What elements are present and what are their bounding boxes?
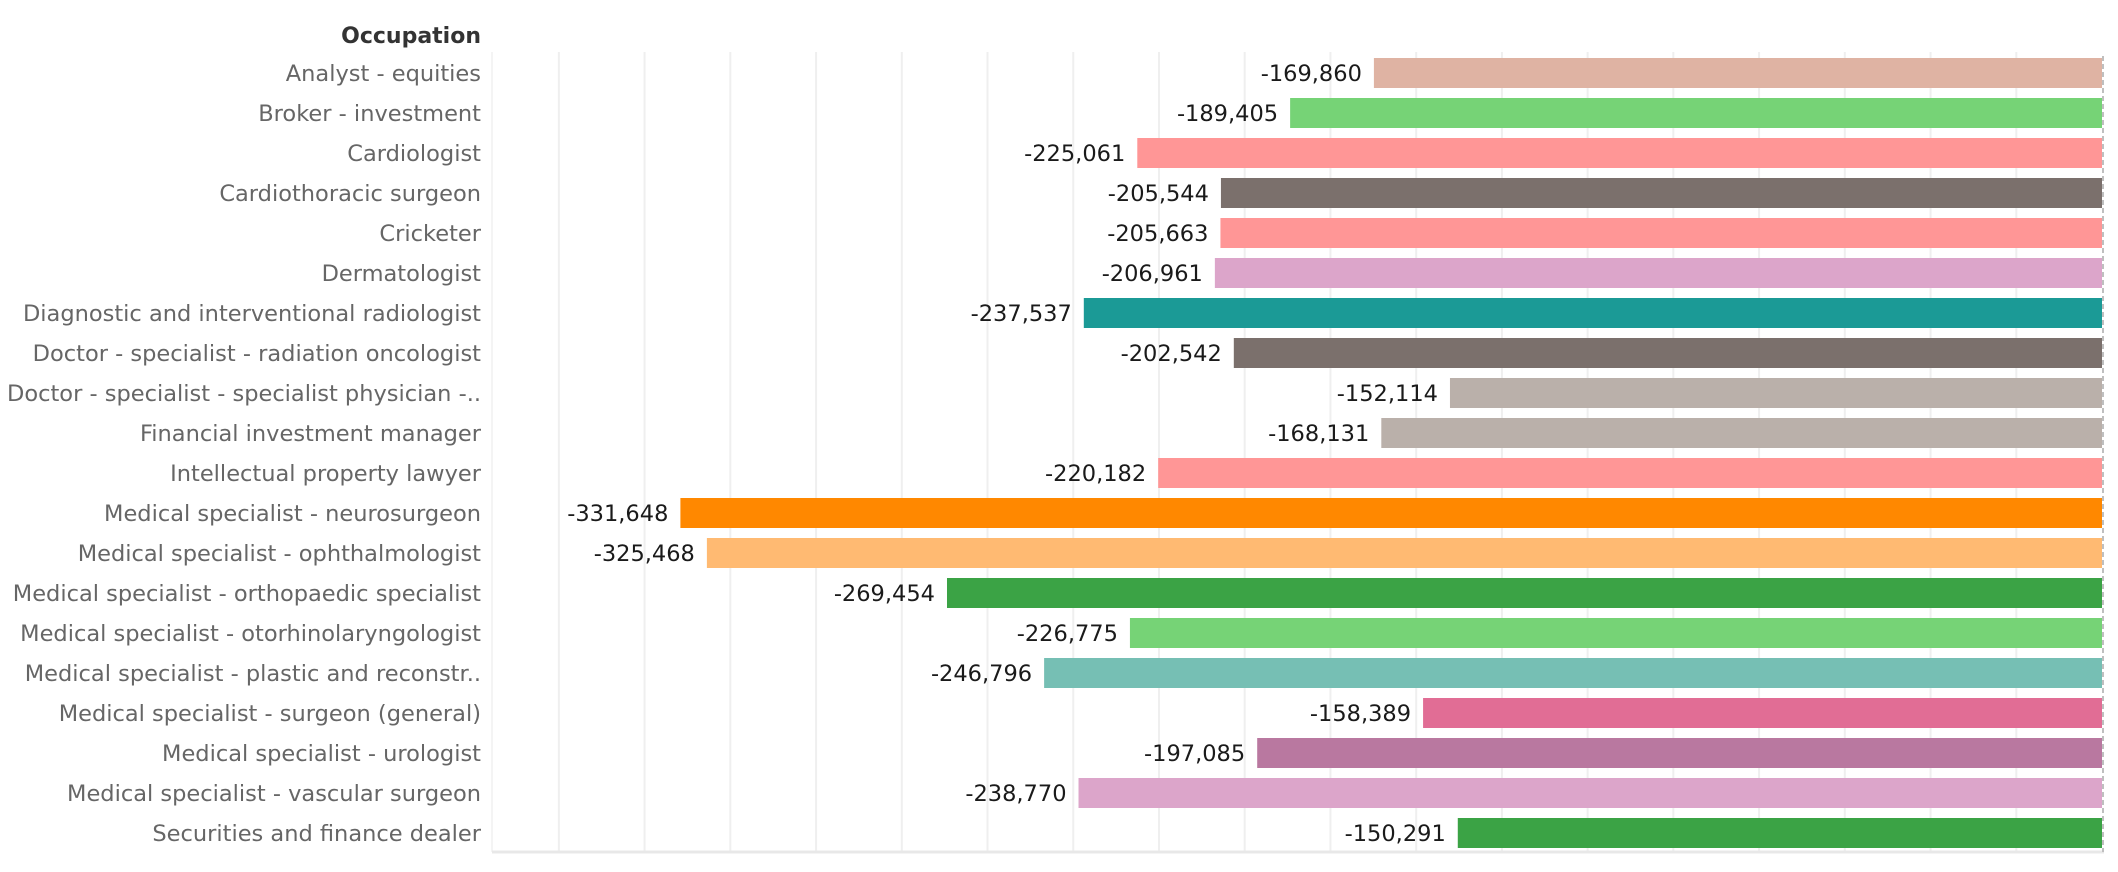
category-label[interactable]: Dermatologist — [322, 261, 482, 287]
category-label[interactable]: Cricketer — [379, 221, 481, 247]
value-label: -158,389 — [1310, 701, 1411, 727]
category-label[interactable]: Medical specialist - otorhinolaryngologi… — [20, 621, 481, 647]
category-label[interactable]: Medical specialist - urologist — [162, 741, 481, 767]
category-label[interactable]: Doctor - specialist - specialist physici… — [7, 381, 481, 407]
value-label: -150,291 — [1345, 821, 1446, 847]
bar[interactable] — [1457, 818, 2102, 848]
value-label: -202,542 — [1121, 341, 1222, 367]
bar[interactable] — [1078, 778, 2102, 808]
category-label[interactable]: Cardiologist — [347, 141, 481, 167]
category-label[interactable]: Medical specialist - vascular surgeon — [67, 781, 481, 807]
bar[interactable] — [1381, 418, 2102, 448]
bar[interactable] — [1290, 98, 2102, 128]
value-label: -325,468 — [594, 541, 695, 567]
bar[interactable] — [1158, 458, 2102, 488]
bar[interactable] — [1214, 258, 2102, 288]
bar[interactable] — [1233, 338, 2102, 368]
category-label[interactable]: Broker - investment — [258, 101, 481, 127]
value-label: -225,061 — [1024, 141, 1125, 167]
axes — [491, 52, 2104, 854]
value-label: -189,405 — [1177, 101, 1278, 127]
value-label: -331,648 — [567, 501, 668, 527]
value-label: -226,775 — [1017, 621, 1118, 647]
bar[interactable] — [1129, 618, 2102, 648]
value-label: -169,860 — [1261, 61, 1362, 87]
bar[interactable] — [1137, 138, 2102, 168]
category-label[interactable]: Intellectual property lawyer — [170, 461, 482, 487]
bar[interactable] — [1257, 738, 2102, 768]
bar[interactable] — [1449, 378, 2102, 408]
gridlines — [557, 52, 2018, 852]
value-label: -152,114 — [1337, 381, 1438, 407]
value-labels: -169,860 -189,405 -225,061 -205,544 -205,663… — [567, 61, 1446, 847]
bar[interactable] — [1373, 58, 2102, 88]
category-label[interactable]: Securities and finance dealer — [152, 821, 481, 847]
bar[interactable] — [680, 498, 2102, 528]
value-label: -237,537 — [971, 301, 1072, 327]
category-label[interactable]: Financial investment manager — [140, 421, 482, 447]
category-label[interactable]: Doctor - specialist - radiation oncologi… — [33, 341, 481, 367]
row-header-occupation[interactable]: Occupation — [341, 24, 481, 49]
category-label[interactable]: Medical specialist - orthopaedic special… — [13, 581, 481, 607]
bar[interactable] — [1044, 658, 2102, 688]
category-label[interactable]: Medical specialist - ophthalmologist — [78, 541, 481, 567]
bars — [680, 58, 2102, 848]
category-label[interactable]: Diagnostic and interventional radiologis… — [23, 301, 481, 327]
value-label: -269,454 — [834, 581, 935, 607]
value-label: -205,544 — [1108, 181, 1209, 207]
category-labels: Analyst - equities Broker - investment Car… — [7, 61, 482, 847]
value-label: -238,770 — [965, 781, 1066, 807]
bar[interactable] — [1083, 298, 2102, 328]
value-label: -206,961 — [1102, 261, 1203, 287]
value-label: -205,663 — [1107, 221, 1208, 247]
category-label[interactable]: Medical specialist - surgeon (general) — [59, 701, 481, 727]
category-label[interactable]: Cardiothoracic surgeon — [219, 181, 481, 207]
bar[interactable] — [1423, 698, 2102, 728]
value-label: -168,131 — [1268, 421, 1369, 447]
value-label: -246,796 — [931, 661, 1032, 687]
value-label: -220,182 — [1045, 461, 1146, 487]
bar[interactable] — [946, 578, 2102, 608]
category-label[interactable]: Medical specialist - neurosurgeon — [104, 501, 481, 527]
category-label[interactable]: Medical specialist - plastic and reconst… — [25, 661, 481, 687]
value-label: -197,085 — [1144, 741, 1245, 767]
bar[interactable] — [1220, 218, 2102, 248]
category-label[interactable]: Analyst - equities — [286, 61, 481, 87]
bar[interactable] — [1220, 178, 2102, 208]
bar[interactable] — [706, 538, 2102, 568]
